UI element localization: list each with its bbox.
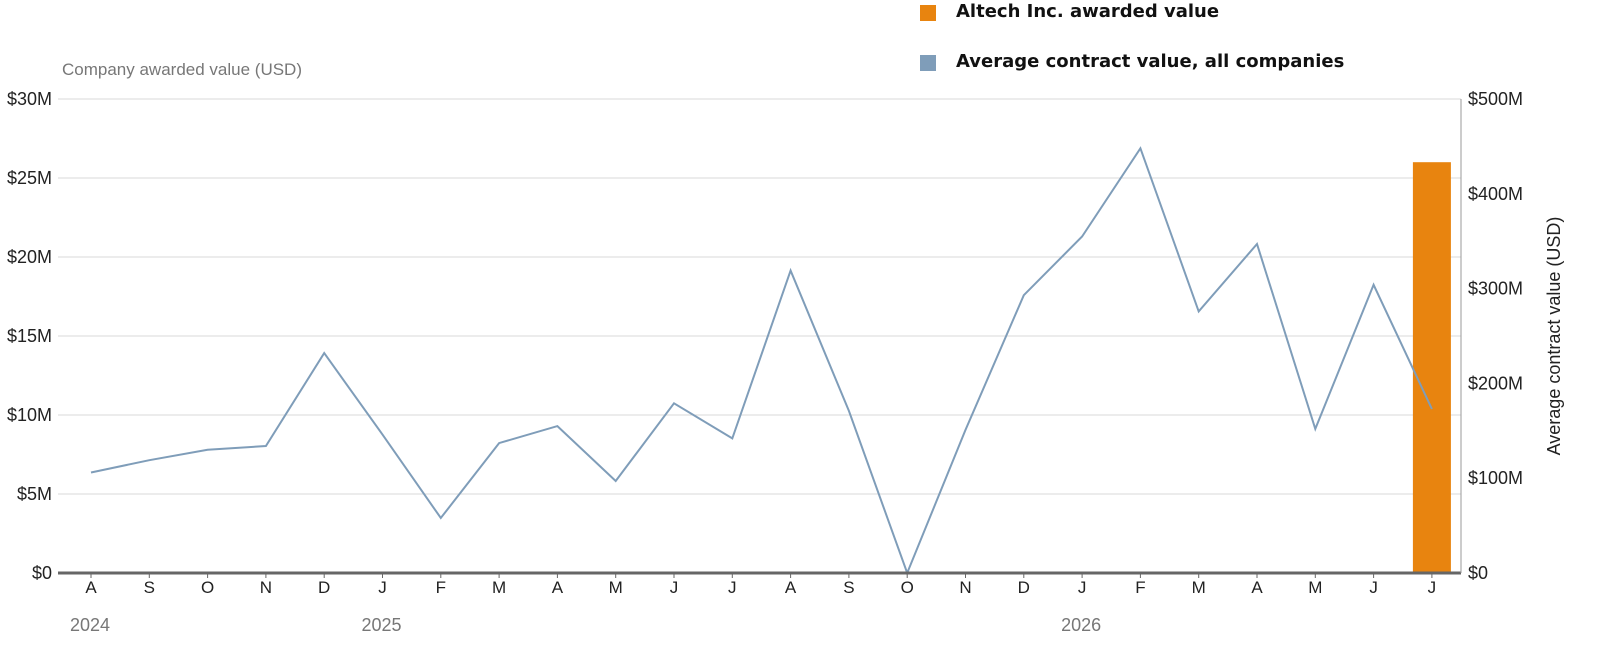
x-tick-label: N — [959, 578, 971, 597]
x-tick-label: J — [670, 578, 679, 597]
x-tick-label: S — [843, 578, 854, 597]
x-tick-label: O — [901, 578, 914, 597]
x-tick-label: S — [144, 578, 155, 597]
y-right-tick-label: $500M — [1468, 89, 1523, 109]
y-left-tick-label: $5M — [17, 484, 52, 504]
y-left-axis-title: Company awarded value (USD) — [62, 60, 302, 79]
x-tick-label: F — [1135, 578, 1145, 597]
legend-swatch-company — [920, 5, 936, 21]
x-year-label: 2024 — [70, 615, 110, 635]
x-tick-label: N — [260, 578, 272, 597]
x-tick-label: A — [785, 578, 797, 597]
x-tick-label: A — [552, 578, 564, 597]
axis-labels: $0 $5M $10M $15M $20M $25M $30M $0 $100M $200M $30… — [7, 60, 1564, 635]
x-tick-label: J — [378, 578, 387, 597]
x-tick-label: O — [201, 578, 214, 597]
y-right-tick-label: $400M — [1468, 184, 1523, 204]
legend-swatch-average — [920, 55, 936, 71]
y-left-tick-label: $15M — [7, 326, 52, 346]
line-series — [90, 146, 1433, 576]
y-left-tick-label: $25M — [7, 168, 52, 188]
x-tick-label: M — [1308, 578, 1322, 597]
legend-label-company: Altech Inc. awarded value — [956, 1, 1219, 22]
line-average — [90, 146, 1433, 576]
x-tick-label: M — [492, 578, 506, 597]
x-tick-label: D — [1018, 578, 1030, 597]
y-left-tick-label: $0 — [32, 563, 52, 583]
bar-series — [1412, 162, 1451, 573]
x-tick-label: M — [1192, 578, 1206, 597]
y-right-tick-label: $0 — [1468, 563, 1488, 583]
x-tick-label: M — [609, 578, 623, 597]
axes — [58, 99, 1462, 578]
x-tick-label: J — [1428, 578, 1437, 597]
legend: Altech Inc. awarded value Average contrac… — [920, 1, 1344, 72]
y-right-axis-title: Average contract value (USD) — [1544, 217, 1564, 456]
x-tick-label: J — [1078, 578, 1087, 597]
y-left-tick-label: $30M — [7, 89, 52, 109]
x-year-label: 2026 — [1061, 615, 1101, 635]
gridlines — [58, 98, 1461, 495]
y-right-tick-label: $300M — [1468, 279, 1523, 299]
y-right-tick-label: $200M — [1468, 373, 1523, 393]
x-tick-label: A — [1251, 578, 1263, 597]
legend-label-average: Average contract value, all companies — [956, 51, 1344, 72]
x-tick-label: D — [318, 578, 330, 597]
x-year-label: 2025 — [362, 615, 402, 635]
x-tick-label: J — [728, 578, 737, 597]
x-tick-label: J — [1369, 578, 1378, 597]
x-tick-label: F — [436, 578, 446, 597]
x-tick-label: A — [85, 578, 97, 597]
y-left-tick-label: $10M — [7, 405, 52, 425]
bar-company — [1412, 162, 1451, 573]
y-right-tick-label: $100M — [1468, 468, 1523, 488]
y-left-tick-label: $20M — [7, 247, 52, 267]
